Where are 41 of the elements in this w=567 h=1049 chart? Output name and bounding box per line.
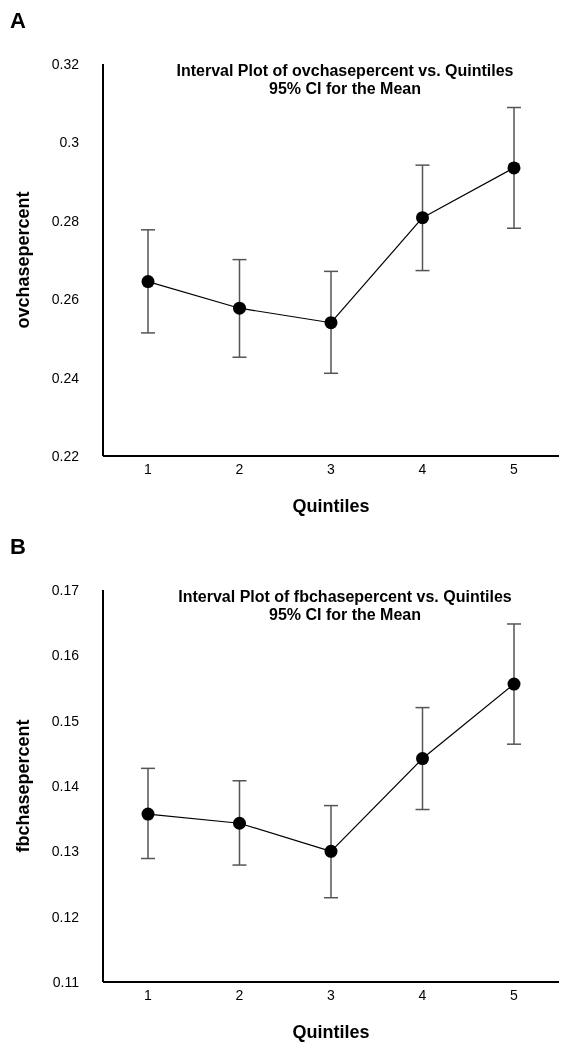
y-tick-label: 0.13 (51, 843, 80, 860)
x-tick-label: 2 (235, 460, 244, 477)
point (324, 316, 338, 330)
point (324, 844, 338, 858)
point (416, 752, 429, 766)
x-tick-label: 4 (418, 986, 427, 1003)
point (233, 301, 246, 315)
y-tick-label: 0.14 (51, 777, 80, 794)
y-tick-label: 0.26 (51, 291, 80, 308)
chart-title: Interval Plot of fbchasepercent vs. Quintiles 95% CI for the Mean (177, 588, 513, 624)
y-tick-label: 0.12 (51, 908, 80, 925)
y-axis-title: ovchasepercent (13, 191, 34, 329)
x-tick-label: 1 (144, 986, 153, 1003)
y-axis-title: fbchasepercent (13, 719, 34, 853)
x-tick-label: 5 (510, 986, 519, 1003)
y-tick-label: 0.16 (51, 647, 80, 664)
point (507, 161, 521, 175)
x-tick-label: 2 (235, 986, 244, 1003)
point (507, 677, 521, 691)
y-tick-label: 0.17 (51, 581, 80, 598)
y-tick-label: 0.24 (51, 369, 80, 386)
y-tick-label: 0.28 (51, 212, 80, 229)
y-tick-label: 0.15 (51, 712, 80, 729)
y-tick-label: 0.11 (52, 973, 80, 990)
text: A (10, 8, 26, 34)
x-tick-label: 5 (510, 460, 519, 477)
y-tick-label: 0.3 (59, 134, 80, 151)
x-tick-label: 1 (144, 460, 153, 477)
point (141, 275, 155, 289)
x-axis-title: Quintiles (292, 496, 370, 516)
x-tick-label: 3 (327, 460, 336, 477)
point (233, 816, 246, 830)
x-tick-label: 3 (327, 986, 336, 1003)
y-tick-label: 0.32 (51, 55, 80, 72)
point (416, 211, 429, 225)
text: B (10, 534, 26, 560)
y-tick-label: 0.22 (51, 447, 80, 464)
chart-title: Interval Plot of ovchasepercent vs. Quintiles 95% CI for the Mean (175, 62, 515, 98)
point (141, 807, 155, 821)
x-tick-label: 4 (418, 460, 427, 477)
x-axis-title: Quintiles (292, 1022, 370, 1042)
